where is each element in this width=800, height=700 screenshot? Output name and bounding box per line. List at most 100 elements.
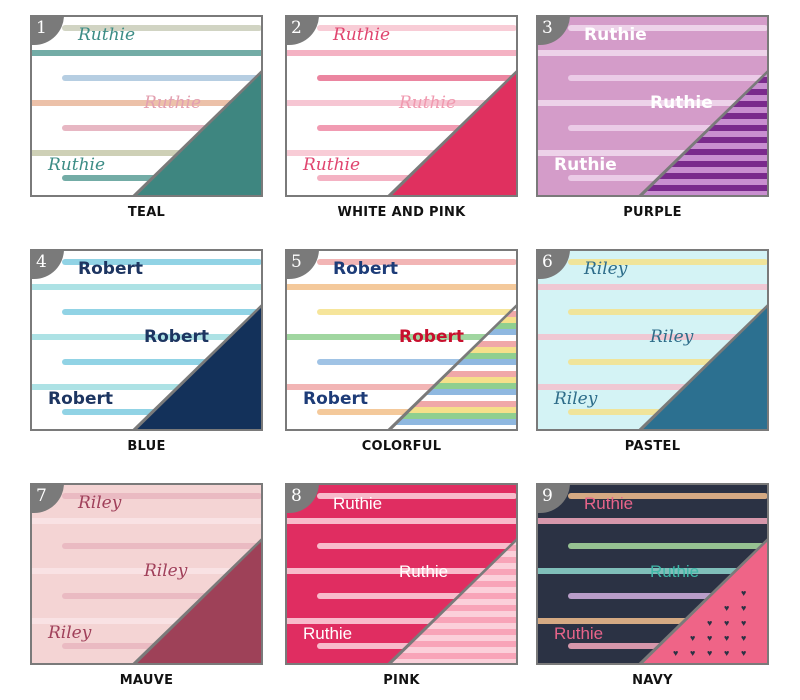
name-text: Robert — [399, 327, 464, 347]
heart-icon: ♥ — [707, 618, 713, 628]
stripe — [317, 493, 516, 499]
name-text: Riley — [144, 561, 188, 581]
stripe — [32, 618, 261, 624]
stripe — [287, 50, 516, 56]
name-text: Ruthie — [650, 93, 713, 113]
stripe — [568, 359, 767, 365]
heart-icon: ♥ — [741, 603, 747, 613]
swatch-number-badge: 1 — [32, 17, 64, 45]
name-text: Robert — [78, 259, 143, 279]
heart-icon: ♥ — [741, 618, 747, 628]
swatch-card-pink[interactable]: Ruthie Ruthie Ruthie 8 — [285, 483, 518, 665]
name-text: Robert — [333, 259, 398, 279]
heart-icon: ♥ — [741, 648, 747, 658]
swatch-card-colorful[interactable]: Robert Robert Robert 5 — [285, 249, 518, 431]
name-text: Ruthie — [333, 25, 391, 45]
stripe — [317, 25, 516, 31]
name-text: Ruthie — [303, 624, 353, 643]
stripe — [538, 568, 767, 574]
swatch-card-blue[interactable]: Robert Robert Robert 4 — [30, 249, 263, 431]
name-text: Ruthie — [584, 494, 634, 513]
stripe — [32, 100, 261, 106]
stripe — [538, 518, 767, 524]
stripe — [32, 334, 261, 340]
stripe — [568, 493, 767, 499]
name-text: Ruthie — [144, 93, 202, 113]
stripe — [568, 125, 767, 131]
stripe — [32, 568, 261, 574]
swatch-card-teal[interactable]: Ruthie Ruthie Ruthie 1 — [30, 15, 263, 197]
stripe — [287, 150, 516, 156]
stripe — [538, 384, 767, 390]
heart-icon: ♥ — [707, 648, 713, 658]
stripe — [538, 150, 767, 156]
stripe — [62, 259, 261, 265]
swatch-label: PINK — [383, 673, 420, 688]
stripe — [538, 618, 767, 624]
stripe — [317, 543, 516, 549]
swatch-card-purple[interactable]: Ruthie Ruthie Ruthie 3 — [536, 15, 769, 197]
name-text: Ruthie — [48, 155, 106, 175]
swatch-card-pastel[interactable]: Riley Riley Riley 6 — [536, 249, 769, 431]
swatch-number-badge: 6 — [538, 251, 570, 279]
stripe — [568, 309, 767, 315]
stripe — [538, 334, 767, 340]
swatch-number-badge: 5 — [287, 251, 319, 279]
name-text: Ruthie — [554, 155, 617, 175]
swatch-card-white-and-pink[interactable]: Ruthie Ruthie Ruthie 2 — [285, 15, 518, 197]
stripe — [32, 50, 261, 56]
stripe — [287, 568, 516, 574]
stripe — [287, 100, 516, 106]
swatch-label: BLUE — [127, 439, 166, 454]
stripe — [538, 50, 767, 56]
stripe — [568, 25, 767, 31]
heart-icon: ♥ — [673, 648, 679, 658]
swatch-number-badge: 7 — [32, 485, 64, 513]
heart-icon: ♥ — [741, 588, 747, 598]
swatch-number-badge: 9 — [538, 485, 570, 513]
stripe — [287, 334, 516, 340]
stripe — [62, 25, 261, 31]
stripe — [568, 543, 767, 549]
swatch-label: NAVY — [632, 673, 673, 688]
heart-icon: ♥ — [724, 618, 730, 628]
swatch-label: MAUVE — [119, 673, 174, 688]
stripe — [317, 593, 516, 599]
swatch-label: TEAL — [127, 205, 166, 220]
stripe — [62, 125, 261, 131]
stripe — [317, 125, 516, 131]
heart-icon: ♥ — [690, 633, 696, 643]
name-text: Ruthie — [554, 624, 604, 643]
stripe — [317, 359, 516, 365]
name-text: Ruthie — [399, 562, 449, 581]
swatch-card-mauve[interactable]: Riley Riley Riley 7 — [30, 483, 263, 665]
name-text: Riley — [48, 623, 92, 643]
stripe — [62, 593, 261, 599]
swatch-card-navy[interactable]: Ruthie Ruthie Ruthie ♥ ♥ ♥ ♥ ♥ ♥ ♥ ♥ ♥ ♥ ♥ ♥ ♥ ♥ ♥ 9 — [536, 483, 769, 665]
stripe — [32, 384, 261, 390]
stripe — [538, 284, 767, 290]
name-text: Riley — [78, 493, 122, 513]
heart-icon: ♥ — [724, 603, 730, 613]
swatch-number-badge: 8 — [287, 485, 319, 513]
name-text: Riley — [554, 389, 598, 409]
swatch-label: PURPLE — [623, 205, 682, 220]
swatch-number-badge: 3 — [538, 17, 570, 45]
swatch-label: COLORFUL — [361, 439, 442, 454]
name-text: Ruthie — [399, 93, 457, 113]
name-text: Robert — [144, 327, 209, 347]
stripe — [62, 543, 261, 549]
swatch-label: WHITE AND PINK — [337, 205, 466, 220]
stripe — [317, 75, 516, 81]
name-text: Robert — [303, 389, 368, 409]
swatch-number-badge: 2 — [287, 17, 319, 45]
stripe — [62, 359, 261, 365]
stripe — [62, 493, 261, 499]
stripe — [287, 384, 516, 390]
stripe — [317, 309, 516, 315]
stripe — [568, 75, 767, 81]
name-text: Ruthie — [584, 25, 647, 45]
name-text: Ruthie — [78, 25, 136, 45]
stripe — [287, 284, 516, 290]
stripe — [317, 259, 516, 265]
